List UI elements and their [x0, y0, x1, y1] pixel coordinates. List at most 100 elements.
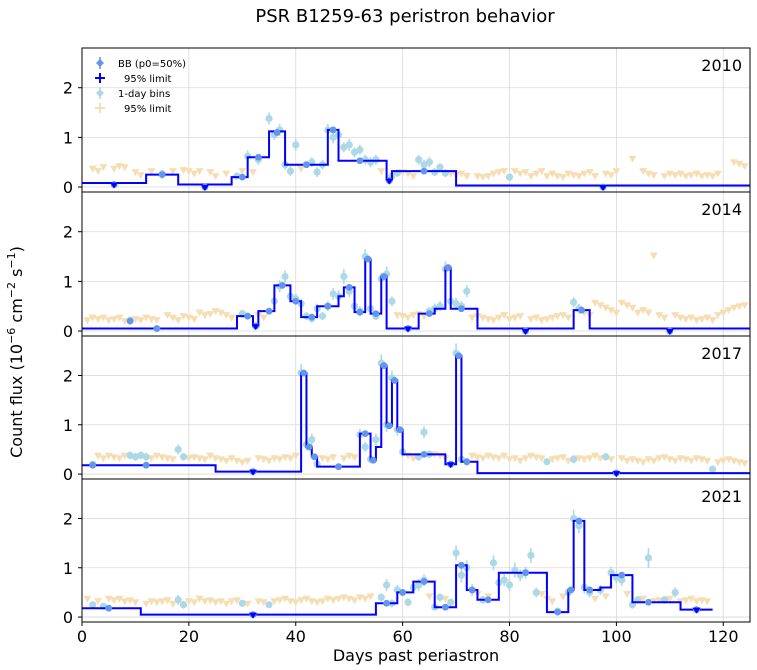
bin-limit-marker [660, 454, 669, 462]
bin-point [292, 141, 300, 149]
panel-data [82, 249, 750, 336]
bin-limit-marker [526, 316, 535, 324]
bin-limit-marker [339, 455, 348, 463]
bin-limit-marker [110, 316, 119, 324]
bb-point [578, 306, 586, 314]
bin-limit-marker [548, 456, 557, 464]
bin-point [340, 272, 348, 281]
x-tick-label: 100 [601, 627, 632, 646]
bin-limit-marker [623, 302, 632, 310]
bin-limit-marker [580, 456, 589, 464]
bb-limit-marker [251, 324, 260, 331]
bin-limit-marker [206, 597, 215, 605]
bin-limit-marker [708, 173, 717, 181]
bin-limit-marker [526, 173, 535, 181]
bb-point [463, 458, 471, 466]
bin-point [570, 298, 578, 306]
y-tick-label: 1 [63, 416, 73, 435]
bin-point [142, 453, 150, 461]
bin-limit-marker [94, 316, 103, 324]
bin-limit-marker [681, 597, 690, 605]
bb-point [554, 608, 562, 616]
bin-limit-marker [350, 454, 359, 462]
bin-limit-marker [494, 314, 503, 322]
panel-data [82, 509, 713, 619]
bin-limit-marker [115, 595, 124, 603]
bin-point [383, 581, 391, 589]
bin-limit-marker [297, 597, 306, 605]
panel-year-label: 2017 [701, 344, 742, 363]
bin-limit-marker [350, 597, 359, 605]
bin-limit-marker [457, 170, 466, 178]
bin-limit-marker [558, 174, 567, 182]
bin-limit-marker [275, 597, 284, 605]
bb-point [303, 161, 310, 169]
bin-limit-marker [190, 170, 199, 178]
legend-entry: 1-day bins [96, 87, 170, 100]
bin-limit-marker [313, 599, 322, 607]
legend-label: 1-day bins [118, 89, 170, 100]
bin-limit-marker [510, 314, 519, 322]
bin-point [265, 114, 273, 123]
bin-limit-marker [211, 173, 220, 181]
bb-point [153, 325, 161, 332]
bin-point [340, 143, 348, 151]
legend-label: BB (p0=50%) [118, 59, 186, 70]
bin-limit-marker [735, 303, 744, 311]
bin-limit-marker [548, 314, 557, 322]
bin-point [89, 601, 97, 609]
bb-point [618, 571, 626, 579]
bb-point [311, 453, 318, 461]
bin-limit-marker [628, 304, 637, 312]
bb-point [468, 586, 476, 594]
y-tick-label: 0 [63, 608, 73, 627]
bin-limit-marker [329, 454, 338, 462]
bb-point [399, 589, 407, 596]
bin-point [543, 458, 551, 466]
bin-point [415, 156, 423, 164]
bin-limit-marker [99, 314, 108, 322]
bin-limit-marker [120, 164, 129, 172]
bb-point [364, 255, 372, 263]
bin-limit-marker [88, 165, 97, 173]
bin-limit-marker [548, 598, 557, 606]
bin-point [174, 596, 182, 604]
panel-year-label: 2010 [701, 56, 742, 75]
bin-limit-marker [265, 457, 274, 465]
bin-limit-marker [425, 593, 434, 601]
y-tick-label: 2 [63, 223, 73, 242]
bin-limit-marker [558, 454, 567, 462]
bin-limit-marker [660, 173, 669, 181]
x-tick-label: 80 [499, 627, 519, 646]
bin-limit-marker [703, 598, 712, 606]
bayesian-blocks-step [82, 128, 750, 187]
panel-2014: 0 1 2 2014 [63, 191, 751, 341]
bin-limit-marker [553, 455, 562, 463]
bin-limit-marker [687, 314, 696, 322]
x-axis-label: Days past periastron [333, 646, 499, 665]
bin-point [708, 465, 717, 473]
bayesian-blocks-step [82, 258, 750, 330]
bin-limit-marker [468, 314, 477, 322]
bin-limit-marker [168, 600, 177, 608]
bin-limit-marker [649, 172, 658, 180]
bin-limit-marker [500, 168, 509, 176]
bin-limit-marker [521, 169, 530, 177]
bin-limit-marker [542, 316, 551, 324]
x-tick-label: 120 [708, 627, 739, 646]
bin-limit-marker [94, 168, 103, 176]
panel-2017: 0 1 2 2017 [63, 335, 751, 484]
bin-limit-marker [275, 456, 284, 464]
bin-point [505, 581, 514, 589]
bb-point [329, 126, 337, 134]
bin-point [489, 559, 498, 567]
bin-limit-marker [206, 311, 215, 319]
bb-point [345, 283, 353, 291]
bin-limit-marker [152, 317, 161, 325]
bin-limit-marker [222, 312, 231, 320]
legend-label: 95% limit [124, 74, 171, 85]
bb-point [300, 369, 308, 377]
legend-entry: BB (p0=50%) [96, 57, 186, 70]
bin-limit-marker [633, 309, 642, 317]
